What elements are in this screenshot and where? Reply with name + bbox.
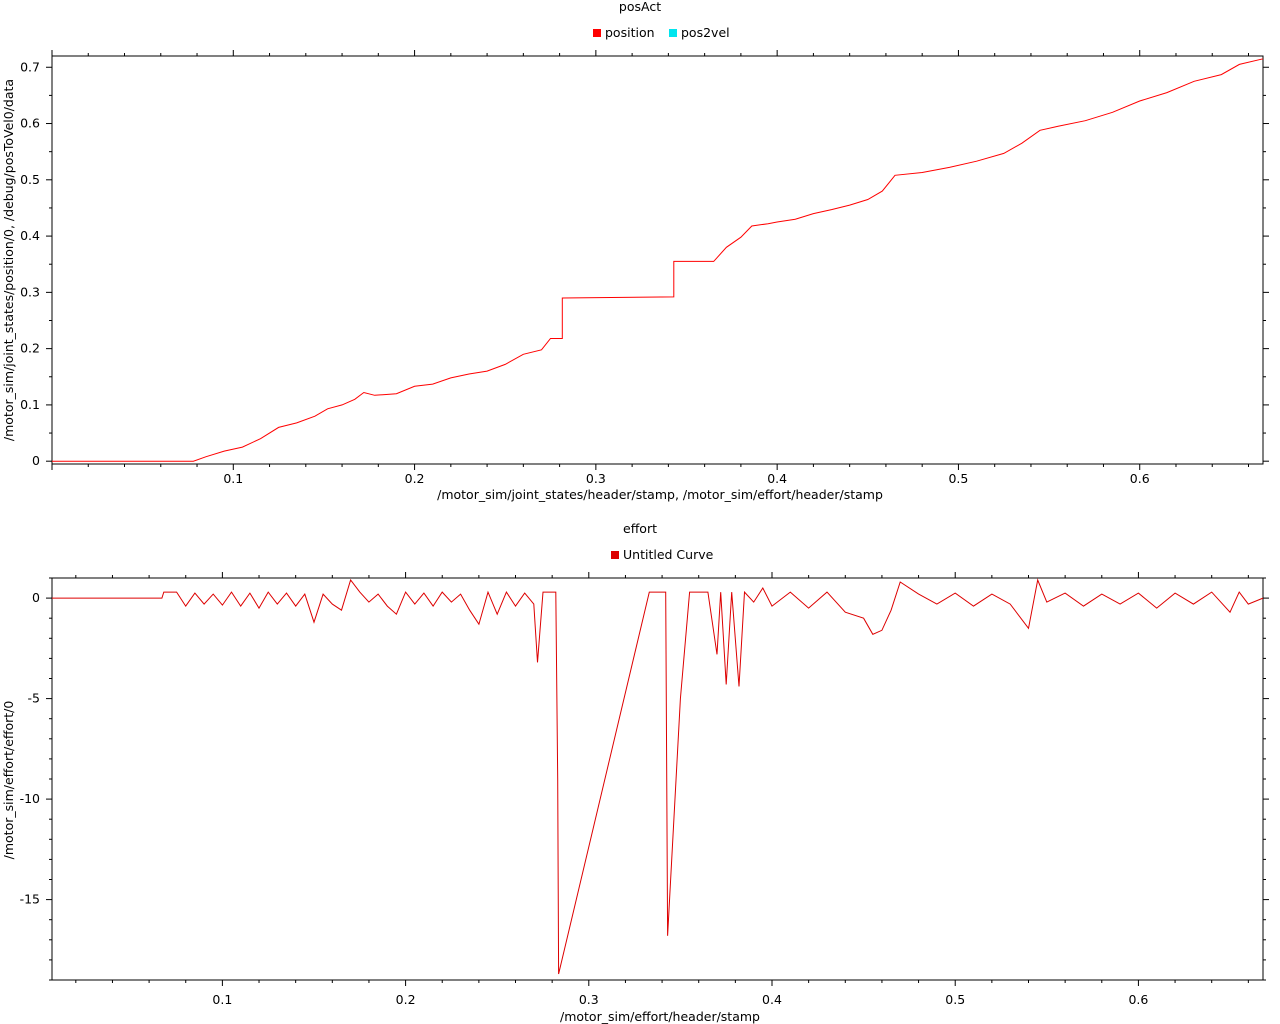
position-x-tick-label: 0.2 [405, 471, 425, 486]
legend-effort-swatch [611, 551, 619, 559]
effort-series-untitled-curve [52, 578, 1264, 975]
effort-y-tick-label: -15 [20, 892, 40, 907]
effort-chart-ticks: 0.1 0.2 0.3 0.4 0.5 0.6 0 -5 -10 -15 [20, 572, 1269, 1007]
effort-chart-ylabel: /motor_sim/effort/effort/0 [1, 701, 16, 860]
position-x-tick-label: 0.4 [767, 471, 787, 486]
effort-x-tick-label: 0.2 [396, 992, 416, 1007]
position-y-tick-label: 0.2 [20, 341, 40, 356]
position-x-tick-label: 0.5 [948, 471, 968, 486]
position-plot-frame[interactable] [51, 55, 1264, 465]
effort-y-tick-label: -5 [28, 691, 40, 706]
effort-chart-title: effort [623, 521, 657, 536]
position-y-tick-label: 0.4 [20, 228, 40, 243]
position-x-tick-label: 0.6 [1130, 471, 1150, 486]
effort-chart-xlabel: /motor_sim/effort/header/stamp [560, 1009, 760, 1024]
effort-chart: effort Untitled Curve 0.1 0.2 0.3 0.4 0.5 0.6… [1, 521, 1269, 1024]
position-chart-series [52, 58, 1264, 462]
position-y-tick-label: 0.6 [20, 116, 40, 131]
position-x-tick-label: 0.1 [223, 471, 243, 486]
effort-x-tick-label: 0.5 [945, 992, 965, 1007]
position-chart-ylabel: /motor_sim/joint_states/position/0, /deb… [1, 79, 16, 441]
legend-pos2vel-label: pos2vel [681, 25, 730, 40]
position-y-tick-label: 0.7 [20, 59, 40, 74]
position-y-tick-label: 0.1 [20, 397, 40, 412]
effort-x-tick-label: 0.1 [212, 992, 232, 1007]
position-chart-ticks: 0.1 0.2 0.3 0.4 0.5 0.6 0 0.1 0.2 0.3 0.4 0.5 0.6 0.7 [20, 50, 1269, 486]
effort-x-tick-label: 0.3 [579, 992, 599, 1007]
legend-pos2vel-swatch [669, 29, 677, 37]
position-chart: posAct position pos2vel 0.1 0.2 0.3 0.4 0.5 0… [1, 0, 1269, 502]
position-x-tick-label: 0.3 [586, 471, 606, 486]
position-y-tick-label: 0.5 [20, 172, 40, 187]
position-series-position [52, 58, 1264, 462]
effort-y-tick-label: -10 [20, 791, 40, 806]
effort-y-tick-label: 0 [32, 590, 40, 605]
effort-chart-series [52, 578, 1264, 975]
legend-position-label: position [605, 25, 655, 40]
legend-effort-label: Untitled Curve [623, 547, 714, 562]
effort-x-tick-label: 0.4 [762, 992, 782, 1007]
legend-position-swatch [593, 29, 601, 37]
position-chart-xlabel: /motor_sim/joint_states/header/stamp, /m… [437, 487, 883, 502]
effort-x-tick-label: 0.6 [1128, 992, 1148, 1007]
position-y-tick-label: 0 [32, 453, 40, 468]
position-y-tick-label: 0.3 [20, 284, 40, 299]
position-chart-title: posAct [619, 0, 661, 14]
